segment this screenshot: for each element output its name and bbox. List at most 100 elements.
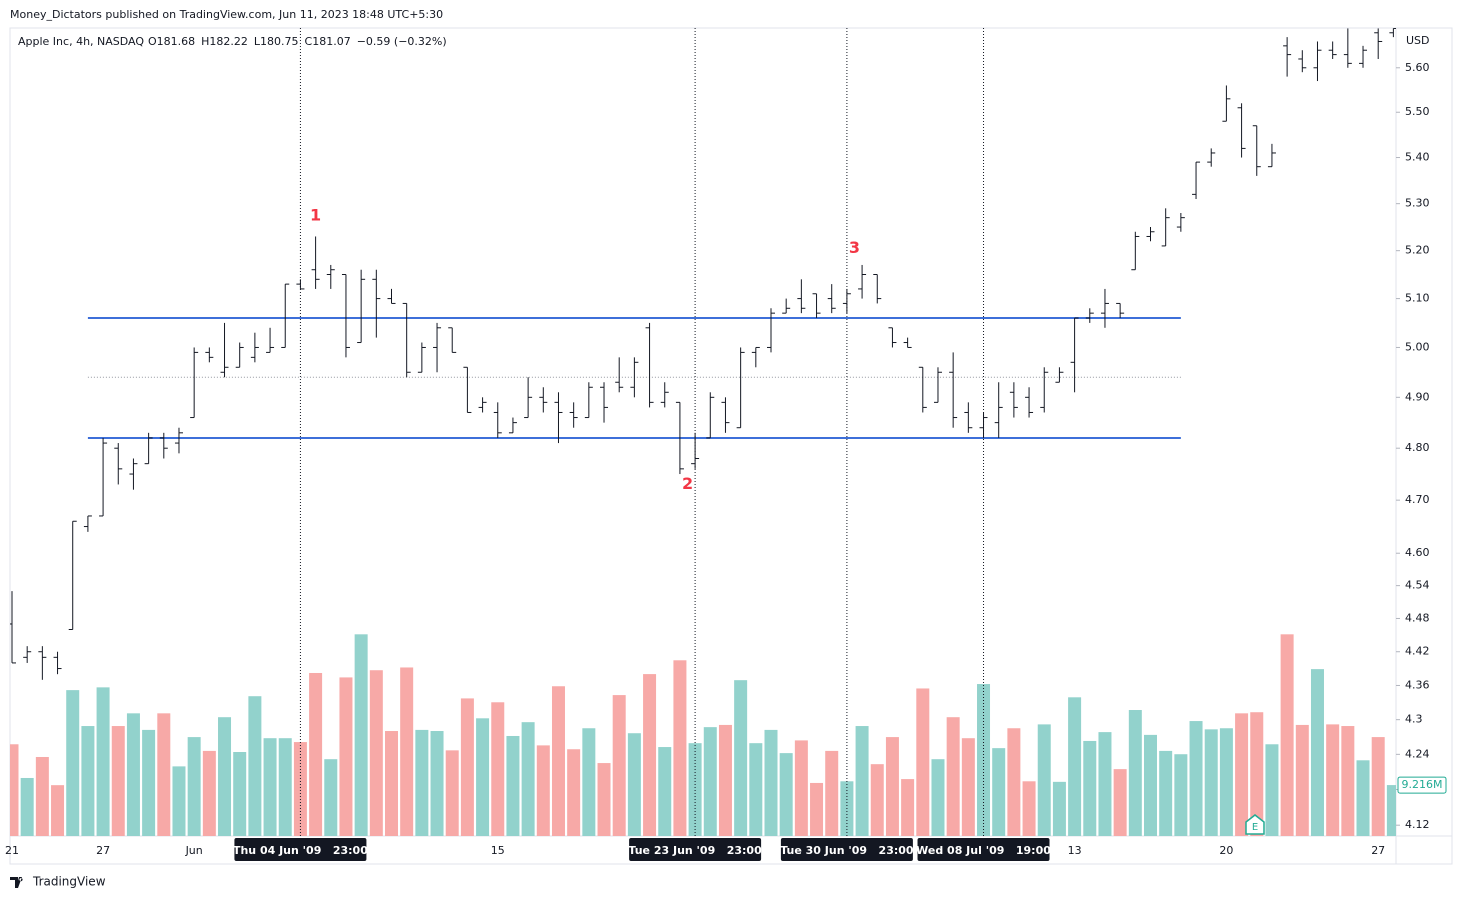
volume-bar [233, 752, 247, 836]
volume-bar [1022, 781, 1036, 836]
y-tick-label: 5.30 [1405, 197, 1430, 210]
volume-bar [202, 750, 216, 836]
annotation: 1 [310, 205, 321, 224]
volume-bar [278, 738, 292, 836]
volume-bar [218, 717, 232, 836]
y-tick-label: 5.10 [1405, 292, 1430, 305]
volume-bar [567, 749, 581, 836]
volume-bar [1204, 729, 1218, 836]
price-pane: 1 2 3 [10, 28, 1396, 680]
volume-bar [430, 731, 444, 836]
volume-bar [1037, 724, 1051, 836]
volume-bar [992, 748, 1006, 836]
volume-bar [901, 779, 915, 836]
volume-bar [1386, 785, 1396, 836]
volume-bar [506, 735, 520, 836]
volume-bar [1052, 781, 1066, 836]
volume-bar [172, 766, 186, 836]
volume-bar [385, 731, 398, 836]
volume-bar [870, 764, 884, 836]
legend-value: H182.22 [201, 35, 248, 48]
volume-bar [1235, 713, 1249, 836]
legend-value: −0.59 (−0.32%) [357, 35, 447, 48]
volume-bar [718, 724, 732, 836]
volume-bar [354, 634, 368, 836]
time-marker-label: Wed 08 Jul '09 19:00 [916, 838, 1051, 861]
volume-bar [1098, 732, 1112, 836]
footer-brand: TradingView [32, 875, 106, 889]
volume-bar [81, 726, 95, 836]
volume-pane [10, 634, 1396, 836]
volume-bar [20, 777, 34, 836]
volume-bar [1068, 697, 1082, 836]
volume-bar [1371, 737, 1385, 836]
volume-bar [643, 674, 657, 836]
time-marker-label: Tue 30 Jun '09 23:00 [780, 838, 914, 861]
y-tick-label: 4.48 [1405, 611, 1430, 624]
volume-bar [1128, 710, 1142, 836]
volume-bar [263, 738, 277, 836]
time-marker-box [629, 838, 762, 861]
volume-bar [1144, 734, 1157, 836]
x-tick-label: 20 [1219, 844, 1233, 857]
time-marker-label: Tue 23 Jun '09 23:00 [628, 838, 762, 861]
x-tick-label: Jun [185, 844, 203, 857]
volume-bar [1295, 724, 1309, 836]
y-tick-label: 4.54 [1405, 579, 1430, 592]
y-tick-label: 5.00 [1405, 340, 1430, 353]
volume-bar [1250, 712, 1264, 836]
x-tick-label: 13 [1068, 844, 1082, 857]
volume-bar [794, 740, 808, 836]
volume-bar [734, 680, 748, 836]
legend-value: O181.68 [148, 35, 195, 48]
volume-bar [1189, 721, 1203, 836]
volume-bar [536, 745, 550, 836]
time-marker-box [780, 838, 913, 861]
volume-bar [126, 713, 140, 836]
y-tick-label: 4.36 [1405, 678, 1430, 691]
volume-bar [658, 747, 672, 836]
y-tick-label: 4.90 [1405, 390, 1430, 403]
volume-bar [551, 686, 565, 836]
volume-bar [1341, 726, 1355, 836]
volume-bar [309, 672, 323, 836]
axes: 4.124.184.244.34.364.424.484.544.604.704… [5, 61, 1447, 861]
volume-bar [445, 750, 459, 836]
volume-bar [248, 696, 262, 836]
tradingview-logo: TradingView [10, 875, 106, 889]
time-marker-text: Tue 30 Jun '09 23:00 [780, 844, 914, 857]
volume-bar [51, 785, 65, 836]
time-marker-label: Thu 04 Jun '09 23:00 [233, 838, 368, 861]
time-marker-box [917, 838, 1050, 861]
volume-bar [673, 660, 687, 836]
volume-bar [855, 726, 869, 836]
time-marker-text: Tue 23 Jun '09 23:00 [628, 844, 762, 857]
currency-label: USD [1406, 34, 1430, 47]
y-tick-label: 4.80 [1405, 441, 1430, 454]
volume-bar [111, 726, 125, 836]
volume-bar [825, 750, 839, 836]
svg-text:E: E [1252, 822, 1258, 833]
y-tick-label: 5.60 [1405, 61, 1430, 74]
volume-bar [885, 737, 899, 836]
volume-bar [1310, 669, 1324, 836]
volume-bar [764, 729, 778, 836]
annotation: 3 [849, 238, 860, 257]
x-tick-label: 21 [5, 844, 19, 857]
volume-bar [66, 690, 80, 836]
x-tick-label: 27 [96, 844, 110, 857]
volume-bar [476, 718, 490, 836]
y-tick-label: 5.40 [1405, 151, 1430, 164]
volume-bar [369, 670, 383, 836]
y-tick-label: 4.60 [1405, 546, 1430, 559]
earnings-icon[interactable]: E [1245, 814, 1265, 835]
symbol-legend: Apple Inc, 4h, NASDAQ [18, 35, 144, 48]
publish-header: Money_Dictators published on TradingView… [10, 8, 443, 21]
volume-bar [1007, 728, 1021, 836]
volume-bar [521, 722, 535, 836]
y-tick-label: 4.3 [1405, 713, 1423, 726]
volume-bar [612, 695, 626, 836]
volume-bar [96, 687, 110, 836]
volume-bar [1265, 744, 1279, 836]
time-marker-text: Wed 08 Jul '09 19:00 [916, 844, 1051, 857]
